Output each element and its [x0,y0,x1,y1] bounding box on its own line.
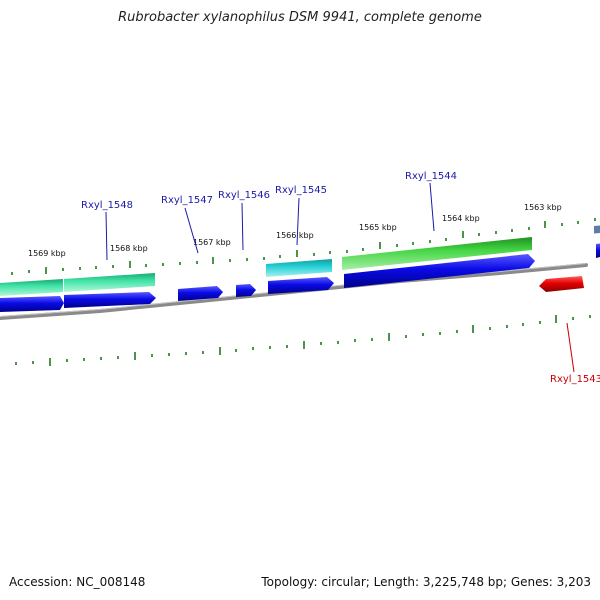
gene-track-forward [0,243,600,312]
kbp-label-1564: 1564 kbp [442,214,480,223]
gene-label-rxyl-1543[interactable]: Rxyl_1543 [550,374,600,385]
feature-bar-mint-left [0,279,63,296]
gene-track-reverse [539,276,584,292]
kbp-label-1568: 1568 kbp [110,244,148,253]
feature-bar-cyan [266,259,332,277]
label-leader-lines [105,182,575,373]
kbp-label-1565: 1565 kbp [359,223,397,232]
feature-bars [0,225,600,296]
kbp-label-1563: 1563 kbp [524,203,562,212]
gene-arrow-right-edge[interactable] [596,243,600,259]
gene-arrow-left-edge[interactable] [0,296,64,312]
gene-arrow-rxyl-1546[interactable] [236,284,256,297]
gene-arrow-rxyl-1548[interactable] [64,292,156,308]
gene-label-rxyl-1545[interactable]: Rxyl_1545 [275,185,327,196]
topology-text: Topology: circular; Length: 3,225,748 bp… [261,575,591,589]
kbp-label-1566: 1566 kbp [276,231,314,240]
kbp-label-1567: 1567 kbp [193,238,231,247]
map-title: Rubrobacter xylanophilus DSM 9941, compl… [118,10,482,25]
gene-label-rxyl-1548[interactable]: Rxyl_1548 [81,200,133,211]
gene-label-rxyl-1546[interactable]: Rxyl_1546 [218,190,270,201]
gene-arrow-rxyl-1545[interactable] [268,277,334,294]
gene-arrow-rxyl-1543[interactable] [539,276,584,292]
kbp-label-1569: 1569 kbp [28,249,66,258]
lower-tick-ruler [15,315,591,366]
upper-tick-ruler [11,218,596,275]
gene-label-rxyl-1544[interactable]: Rxyl_1544 [405,171,457,182]
gene-arrow-rxyl-1544[interactable] [344,254,535,288]
feature-bar-gray-edge [594,225,600,234]
accession-text: Accession: NC_008148 [9,575,146,589]
feature-bar-mint [64,273,155,292]
gene-label-rxyl-1547[interactable]: Rxyl_1547 [161,195,213,206]
feature-bar-green [342,237,532,270]
gene-arrow-rxyl-1547[interactable] [178,286,223,301]
